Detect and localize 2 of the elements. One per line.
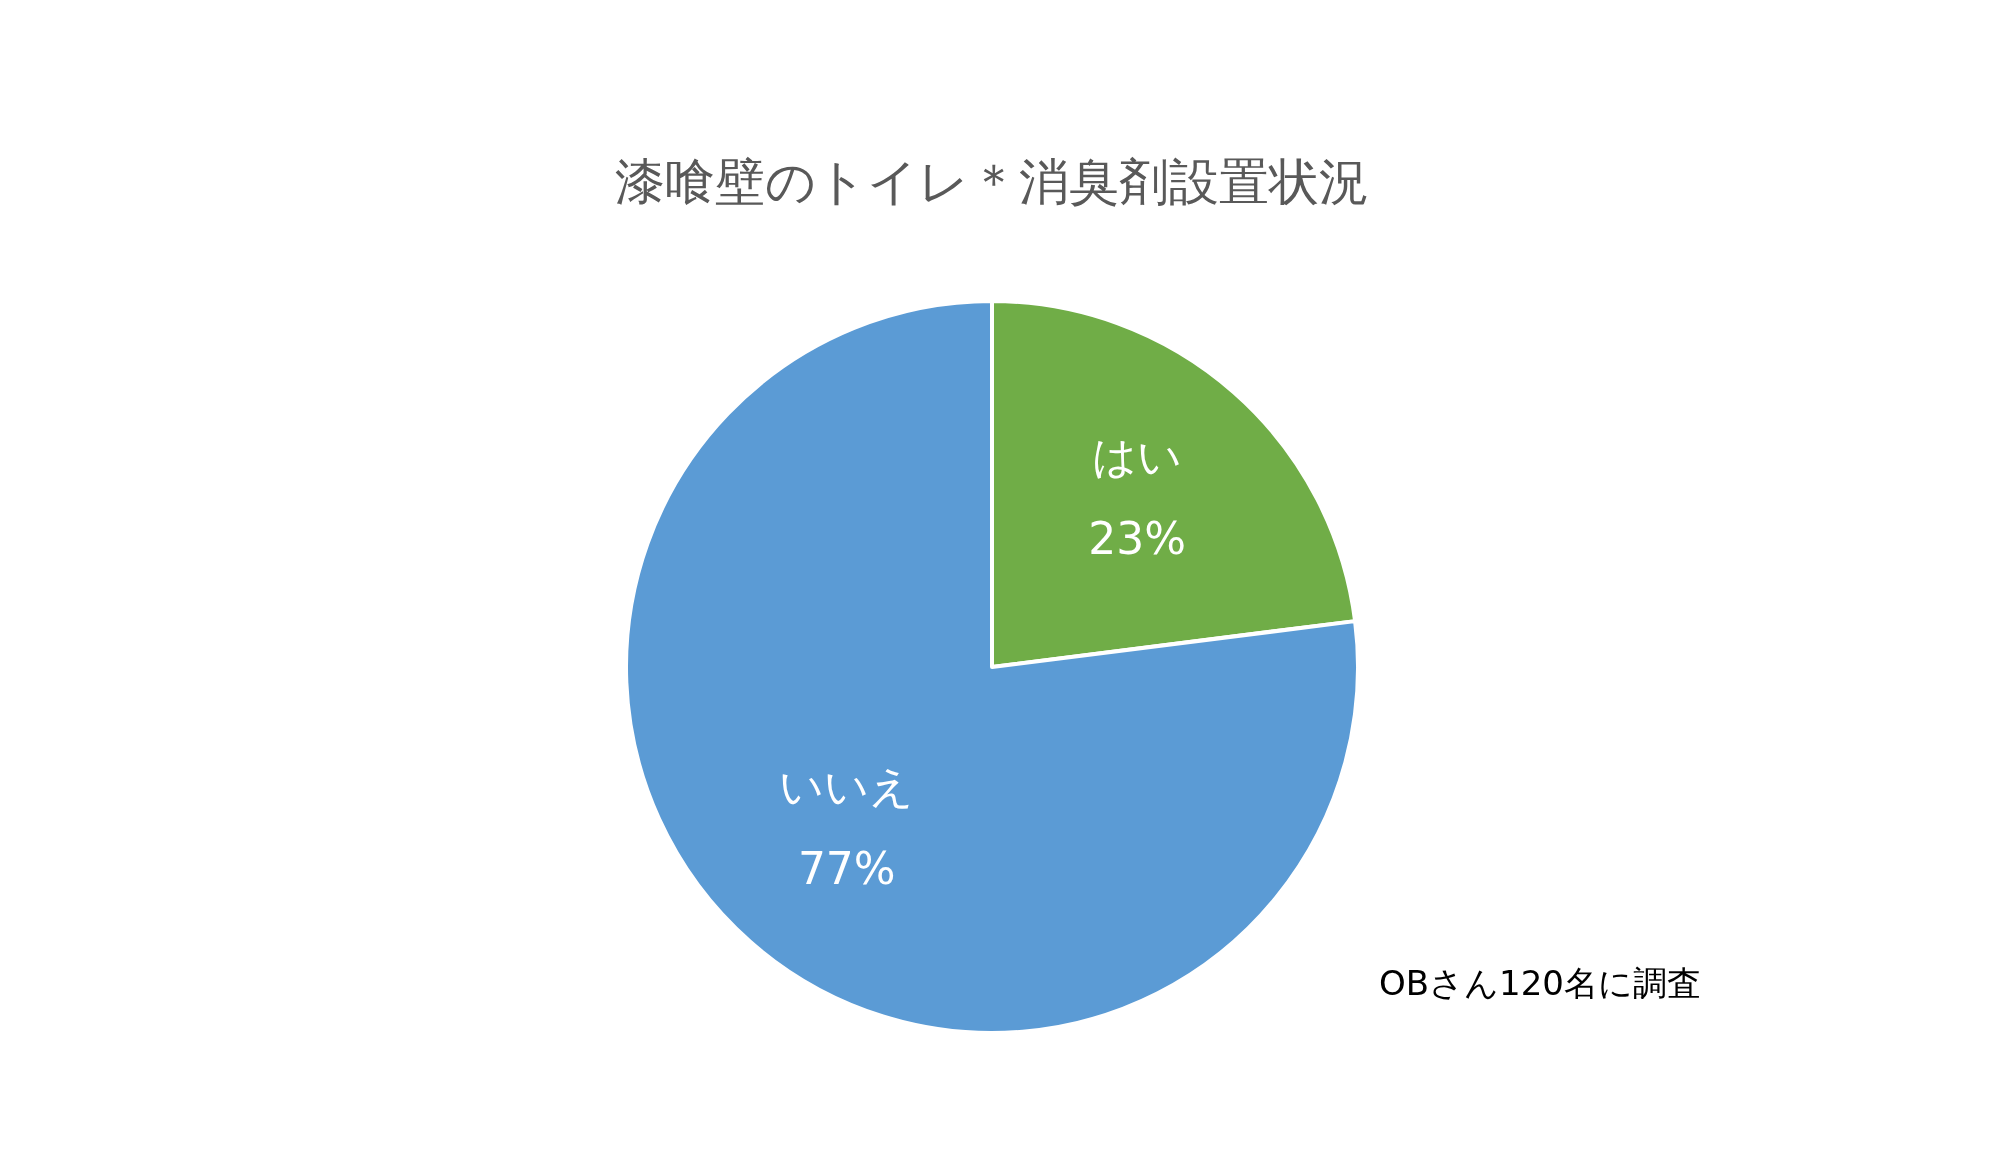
title: 漆喰壁のトイレ＊消臭剤設置状況	[615, 152, 1369, 211]
annotation: OBさん120名に調査	[1379, 962, 1701, 1003]
